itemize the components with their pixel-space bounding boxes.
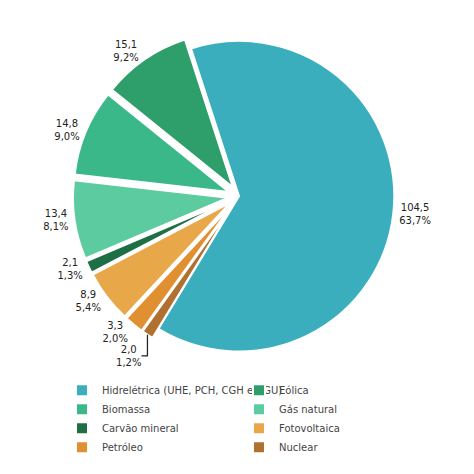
svg-text:2,11,3%: 2,11,3% bbox=[57, 257, 82, 281]
svg-text:104,563,7%: 104,563,7% bbox=[399, 202, 431, 226]
svg-text:2,01,2%: 2,01,2% bbox=[116, 344, 141, 368]
svg-text:Biomassa: Biomassa bbox=[102, 404, 150, 415]
svg-text:Hidrelétrica (UHE, PCH, CGH e: Hidrelétrica (UHE, PCH, CGH e CGU) bbox=[102, 385, 282, 396]
svg-text:Petróleo: Petróleo bbox=[102, 442, 143, 453]
svg-text:8,95,4%: 8,95,4% bbox=[76, 289, 101, 313]
svg-text:Eólica: Eólica bbox=[279, 385, 309, 396]
svg-text:3,32,0%: 3,32,0% bbox=[102, 320, 127, 344]
svg-text:Gás natural: Gás natural bbox=[279, 404, 337, 415]
svg-text:14,89,0%: 14,89,0% bbox=[54, 118, 79, 142]
svg-text:Carvão mineral: Carvão mineral bbox=[102, 423, 179, 434]
svg-text:Nuclear: Nuclear bbox=[279, 442, 318, 453]
svg-text:Fotovoltaica: Fotovoltaica bbox=[279, 423, 340, 434]
svg-text:13,48,1%: 13,48,1% bbox=[43, 208, 68, 232]
svg-text:15,19,2%: 15,19,2% bbox=[113, 39, 138, 63]
